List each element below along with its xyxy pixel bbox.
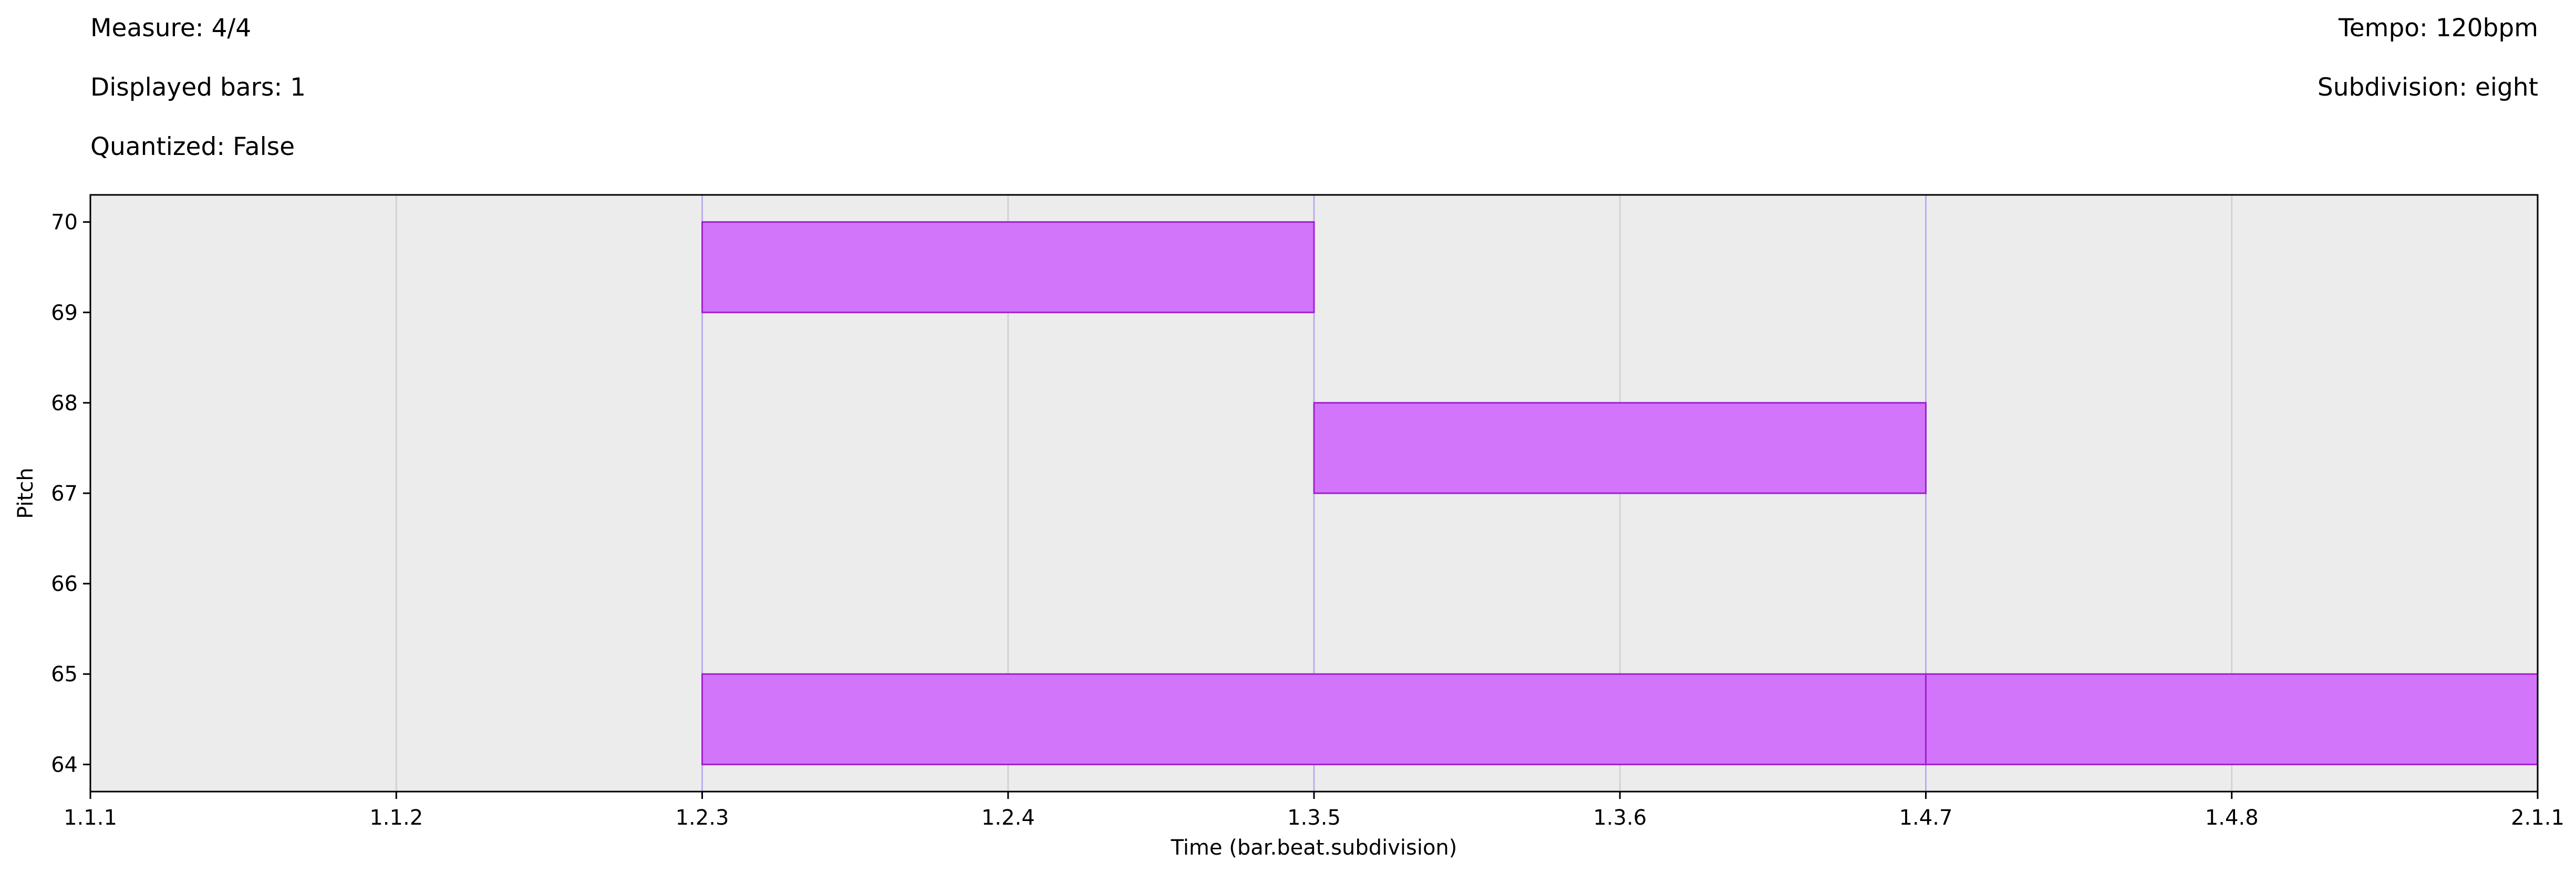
x-tick-label-2: 1.2.3 — [676, 806, 729, 830]
y-tick-label-3: 67 — [51, 482, 78, 506]
y-tick-label-1: 65 — [51, 662, 78, 687]
y-tick-label-2: 66 — [51, 572, 78, 596]
note-bar-0 — [701, 673, 1927, 765]
x-tick-label-0: 1.1.1 — [64, 806, 117, 830]
x-tick-label-5: 1.3.6 — [1593, 806, 1647, 830]
x-axis-ticks: 1.1.1 1.1.2 1.2.3 1.2.4 1.3.5 1.3.6 1.4.7 1.4.8… — [64, 792, 2564, 830]
quantized-label: Quantized: False — [90, 132, 295, 161]
x-tick-label-7: 1.4.8 — [2205, 806, 2259, 830]
note-bar-2 — [1313, 402, 1927, 494]
y-tick-label-5: 69 — [51, 301, 78, 325]
y-tick-label-4: 68 — [51, 391, 78, 415]
tempo-label: Tempo: 120bpm — [2339, 14, 2538, 43]
subdivision-label: Subdivision: eight — [2317, 73, 2538, 102]
x-tick-label-3: 1.2.4 — [981, 806, 1035, 830]
x-axis-label: Time (bar.beat.subdivision) — [1171, 836, 1457, 860]
x-tick-label-8: 2.1.1 — [2511, 806, 2564, 830]
x-tick-label-6: 1.4.7 — [1899, 806, 1953, 830]
y-tick-label-0: 64 — [51, 753, 78, 777]
note-bar-3 — [701, 221, 1315, 314]
y-axis-label: Pitch — [14, 467, 38, 518]
note-bar-1 — [1925, 673, 2539, 765]
x-tick-label-1: 1.1.2 — [369, 806, 423, 830]
displayed-bars-label: Displayed bars: 1 — [90, 73, 306, 102]
y-axis-ticks: 64 65 66 67 68 69 70 — [51, 211, 90, 777]
x-tick-label-4: 1.3.5 — [1287, 806, 1341, 830]
y-tick-label-6: 70 — [51, 211, 78, 235]
notes-layer — [701, 221, 2539, 765]
measure-label: Measure: 4/4 — [90, 14, 252, 43]
